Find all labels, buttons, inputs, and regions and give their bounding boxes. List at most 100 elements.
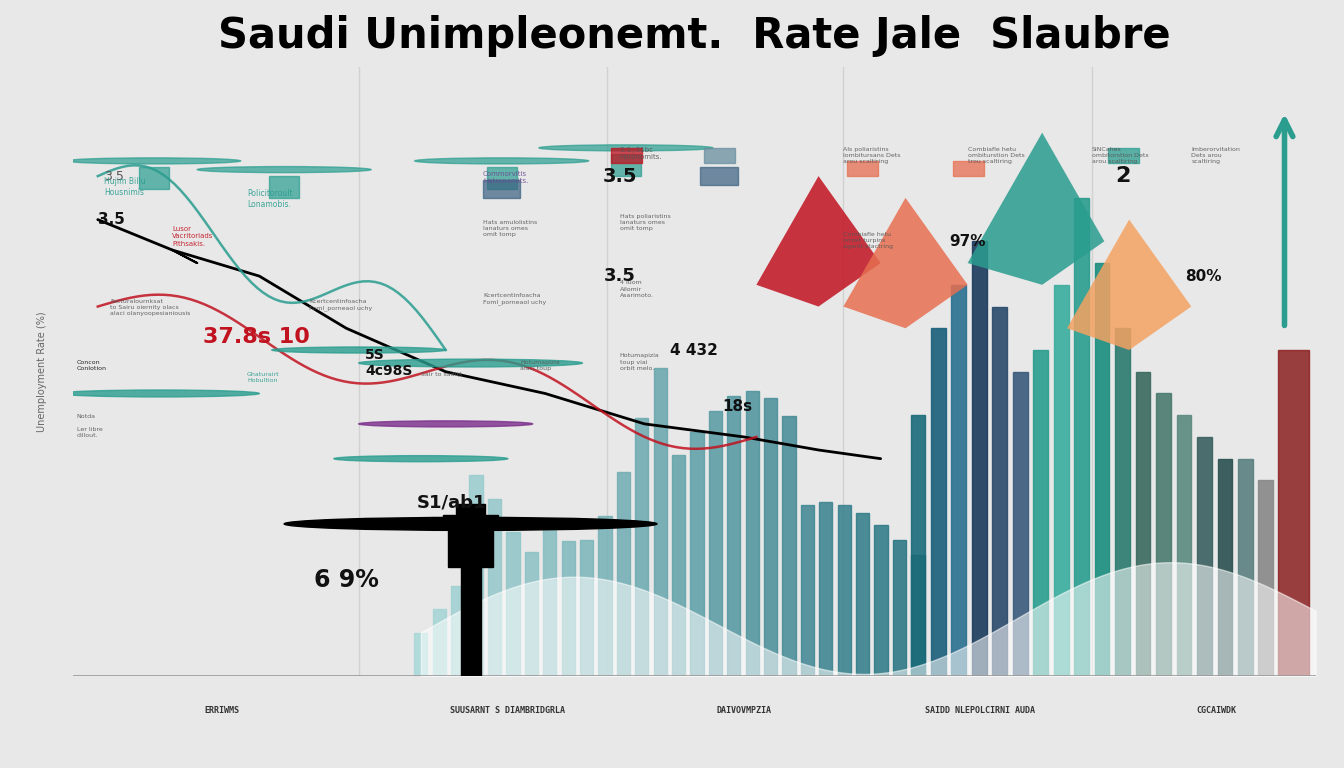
Text: Concon
Conlotion: Concon Conlotion [77,359,106,371]
Bar [782,415,796,676]
Bar [911,555,925,676]
Text: 3.5: 3.5 [602,167,637,186]
Bar [433,609,446,676]
Text: Policitoroult
Lonamobis.: Policitoroult Lonamobis. [247,189,293,209]
Text: 80%: 80% [1185,269,1222,283]
Bar [763,398,777,676]
Bar [448,528,493,568]
Text: Notda

Ler libre
dillout.: Notda Ler libre dillout. [77,415,102,438]
Text: DAIVOVMPZIA: DAIVOVMPZIA [716,707,771,716]
Text: 97%: 97% [949,233,986,249]
Text: Unemployment Rate (%): Unemployment Rate (%) [36,312,47,432]
Text: Lusor
Vacritoriads
Pithsakis.: Lusor Vacritoriads Pithsakis. [172,226,214,247]
Bar [612,154,641,176]
Polygon shape [843,198,968,328]
Bar [612,148,642,163]
Bar [992,306,1007,676]
Bar [1238,458,1253,676]
Bar [727,396,741,676]
Text: SAIDD NLEPOLCIRNI AUDA: SAIDD NLEPOLCIRNI AUDA [925,707,1035,716]
Bar [820,502,832,676]
Bar [931,328,946,676]
Text: 3.5: 3.5 [103,170,124,183]
Text: 37.8s 10: 37.8s 10 [203,327,310,347]
Bar [1107,148,1140,163]
Bar [875,525,888,676]
Circle shape [539,145,712,151]
Title: Saudi Unimpleonemt.  Rate Jale  Slaubre: Saudi Unimpleonemt. Rate Jale Slaubre [218,15,1171,57]
Circle shape [284,518,657,531]
Bar [1198,437,1212,676]
Text: Kcertcentinfoacha
Foml_porneaol uchy: Kcertcentinfoacha Foml_porneaol uchy [482,293,546,304]
Text: Combiafle hetu
ombiturstion Dets
trou scaltiring: Combiafle hetu ombiturstion Dets trou sc… [968,147,1024,164]
Text: Hujim Billu
Housnimis: Hujim Billu Housnimis [103,177,145,197]
Bar [837,505,851,676]
Circle shape [359,421,532,427]
Circle shape [359,359,582,367]
Bar [507,532,520,676]
Bar [1176,415,1191,676]
Text: Imberorvitation
Dets arou
scaltiring: Imberorvitation Dets arou scaltiring [1191,147,1241,164]
Bar [953,161,984,176]
Text: Hats poliaristins
lanaturs omes
omit tomp: Hats poliaristins lanaturs omes omit tom… [620,214,671,231]
Circle shape [67,158,241,164]
Circle shape [60,390,259,397]
Bar [543,519,556,676]
Text: Hats amulolistins
lanaturs omes
omit tomp: Hats amulolistins lanaturs omes omit tom… [482,220,538,237]
Bar [708,411,722,676]
Text: 3.5: 3.5 [98,212,125,227]
Text: 4 luom
Ailomir
Asarimoto.: 4 luom Ailomir Asarimoto. [620,280,653,298]
Bar [746,391,759,676]
Text: Sair to sadlijt: Sair to sadlijt [421,372,462,377]
Circle shape [271,347,446,353]
Text: Kcertcentinfoacha
Foml_porneaol uchy: Kcertcentinfoacha Foml_porneaol uchy [309,299,372,310]
Text: 3.1, 31bc
Hatonomits.: 3.1, 31bc Hatonomits. [620,147,663,160]
Bar [636,418,648,676]
Text: 6 9%: 6 9% [314,568,379,592]
Bar [444,515,497,518]
Text: CGCAIWDK: CGCAIWDK [1196,707,1236,716]
Bar [801,505,814,676]
Bar [653,368,667,676]
Bar [469,475,482,676]
Text: 2: 2 [1116,166,1130,186]
Bar [456,505,485,515]
Bar [952,285,966,676]
Bar [579,541,593,676]
Circle shape [198,167,371,173]
Polygon shape [1067,220,1191,350]
Bar [892,540,906,676]
Bar [1278,350,1309,676]
Text: 3.5: 3.5 [603,267,636,285]
Bar [1136,372,1150,676]
Text: Hotumapizia
toup viai
orbit melo.: Hotumapizia toup viai orbit melo. [620,353,660,371]
Text: 18s: 18s [723,399,753,414]
Text: ERRIWMS: ERRIWMS [204,707,239,716]
Circle shape [415,158,589,164]
Bar [910,415,925,676]
Bar [524,552,538,676]
Bar [482,180,520,198]
Bar [1116,328,1130,676]
Text: 5S
4c98S: 5S 4c98S [366,348,413,378]
Bar [617,472,630,676]
Bar [972,241,986,676]
Text: Als poliaristins
lombitursans Dets
arou scaltiring: Als poliaristins lombitursans Dets arou … [843,147,900,164]
Text: Hotumapizia
alaci toup: Hotumapizia alaci toup [520,359,560,371]
Bar [1218,458,1232,676]
Bar [414,633,427,676]
Polygon shape [968,133,1105,285]
Text: Commorvitis
Hatronomits.: Commorvitis Hatronomits. [482,171,528,184]
Bar [138,167,168,189]
Bar [269,176,300,198]
Bar [562,541,575,676]
Bar [691,432,704,676]
Polygon shape [757,176,880,306]
Bar [487,167,516,189]
Bar [598,516,612,676]
Bar [1054,285,1068,676]
Text: SiNCahes
ombitorstion Dets
arou scaltiring: SiNCahes ombitorstion Dets arou scaltiri… [1091,147,1149,164]
Text: Facturalournksat
to Sairu oiernity olacs
alaci olanyoopesianiousis: Facturalournksat to Sairu oiernity olacs… [110,299,191,316]
Text: 4 432: 4 432 [671,343,718,357]
Text: Ghaturairt
Hobultion: Ghaturairt Hobultion [247,372,280,383]
